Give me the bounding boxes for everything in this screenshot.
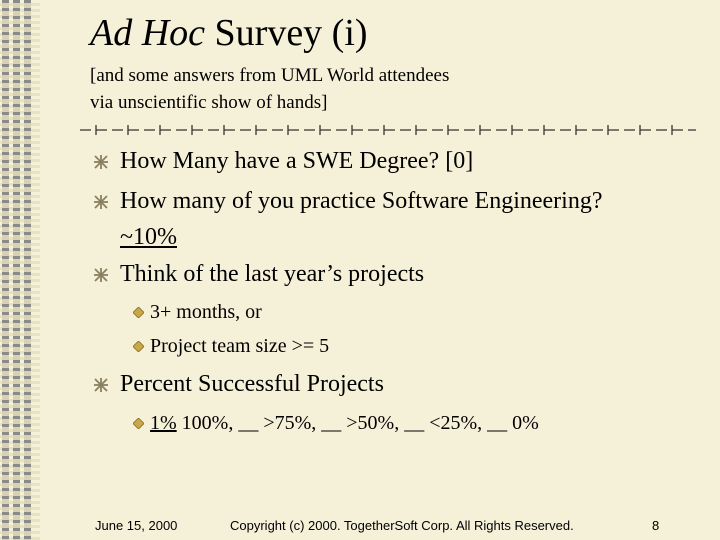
diamond-bullet-icon [133,341,144,352]
sub-bullet-item: 3+ months, or [133,300,262,324]
asterisk-bullet-icon [94,378,108,392]
bullet-text: How Many have a SWE Degree? [0] [120,148,474,174]
footer-date: June 15, 2000 [95,518,178,533]
binder-column [2,0,9,540]
bullet-continuation: ~10% [120,222,177,252]
sub-bullet-text: 3+ months, or [150,301,262,323]
sub-bullet-text: Project team size >= 5 [150,335,330,357]
binder-column [13,0,20,540]
bullet-text: Percent Successful Projects [120,371,384,397]
bullet-item: Think of the last year’s projects [94,259,425,289]
bullet-text: Think of the last year’s projects [120,261,425,287]
binder-column [24,0,31,540]
bullet-item: How many of you practice Software Engine… [94,186,603,216]
diamond-bullet-icon [133,418,144,429]
subtitle-line: via unscientific show of hands] [90,92,328,113]
asterisk-bullet-icon [94,195,108,209]
bullet-item: Percent Successful Projects [94,369,384,399]
page-number: 8 [652,518,660,533]
asterisk-bullet-icon [94,268,108,282]
bullet-text: How many of you practice Software Engine… [120,188,603,214]
slide-title-italic: Ad Hoc [90,12,206,54]
bullet-text: ~10% [120,224,177,250]
subtitle-line: [and some answers from UML World attende… [90,65,450,86]
sub-bullet-item: 1% 100%, __ >75%, __ >50%, __ <25%, __ 0… [133,411,539,435]
footer-copyright: Copyright (c) 2000. TogetherSoft Corp. A… [230,518,574,533]
slide-title-rest: Survey (i) [205,12,368,54]
asterisk-bullet-icon [94,155,108,169]
sub-bullet-item: Project team size >= 5 [133,334,330,358]
diamond-bullet-icon [133,307,144,318]
binder-strip [0,0,40,540]
dash-divider [80,125,696,135]
bullet-item: How Many have a SWE Degree? [0] [94,146,474,176]
slide-subtitle: [and some answers from UML World attende… [90,62,650,116]
sub-bullet-text-underlined: 1% [150,412,177,434]
slide-title: Ad Hoc Survey (i) [90,10,368,56]
sub-bullet-text: 100%, __ >75%, __ >50%, __ <25%, __ 0% [176,412,539,434]
